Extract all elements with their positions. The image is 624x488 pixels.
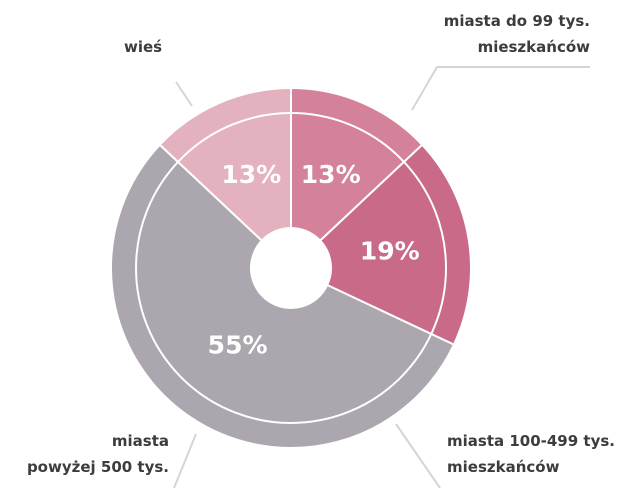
slice xyxy=(318,143,472,346)
leader-line xyxy=(411,66,590,111)
value-label: 19% xyxy=(360,236,420,265)
value-label: 55% xyxy=(208,331,268,360)
inner-ring xyxy=(135,112,447,424)
leader-line xyxy=(173,433,197,488)
value-label: 13% xyxy=(301,160,361,189)
category-label: miasta do 99 tys. mieszkańców xyxy=(443,12,590,56)
slice xyxy=(290,86,424,243)
category-label: miasta 100-499 tys. mieszkańców xyxy=(447,432,615,476)
category-label: wieś xyxy=(124,38,163,56)
slice xyxy=(110,143,456,449)
slice xyxy=(158,86,292,243)
leader-line xyxy=(395,423,441,488)
category-label: miasta powyżej 500 tys. xyxy=(26,432,169,476)
value-label: 13% xyxy=(221,160,281,189)
leader-line xyxy=(175,81,193,107)
